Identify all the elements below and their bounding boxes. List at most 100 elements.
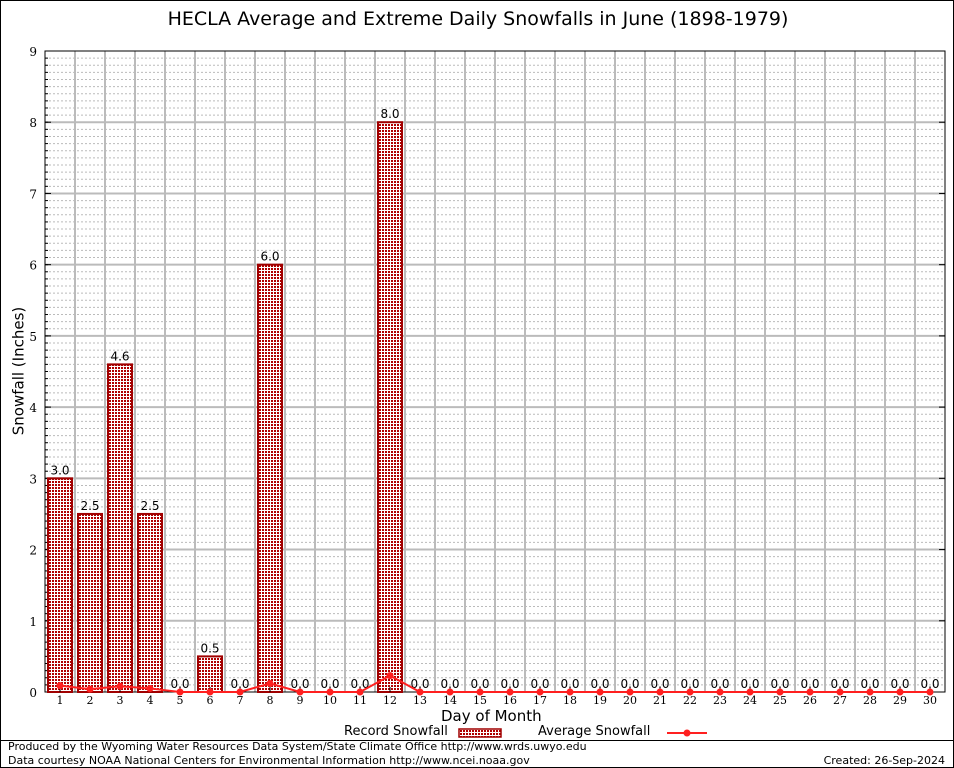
bar-data-label: 0.0 [590,677,609,691]
bar-record-day-6 [197,655,223,694]
y-axis-label: Snowfall (Inches) [9,306,28,436]
bar-data-label: 0.0 [440,677,459,691]
y-tick-label: 3 [29,472,37,486]
y-tick-label: 1 [29,615,37,629]
x-tick-label: 22 [683,694,697,707]
average-point-day-29 [896,688,904,696]
x-tick-label: 4 [147,694,154,707]
bar-data-label: 0.0 [230,677,249,691]
footer-data-courtesy: Data courtesy NOAA National Centers for … [8,754,530,767]
x-tick-label: 1 [57,694,64,707]
average-point-day-4 [146,684,154,692]
x-tick-label: 9 [297,694,304,707]
bar-data-label: 0.0 [320,677,339,691]
average-point-day-3 [116,682,124,690]
x-tick-label: 14 [443,694,457,707]
y-tick-label: 8 [29,116,37,130]
bar-data-label: 0.0 [650,677,669,691]
footer-created-date: Created: 26-Sep-2024 [823,754,945,767]
x-tick-label: 18 [563,694,577,707]
x-tick-label: 26 [803,694,817,707]
bar-record-day-3 [107,363,133,693]
chart-title: HECLA Average and Extreme Daily Snowfall… [167,8,789,30]
average-point-day-16 [506,688,514,696]
x-tick-label: 3 [117,694,124,707]
average-point-day-19 [596,688,604,696]
x-tick-label: 11 [353,694,367,707]
bar-data-label: 0.0 [500,677,519,691]
bar-record-day-2 [77,512,103,694]
average-point-day-7 [236,688,244,696]
x-tick-label: 8 [267,694,274,707]
bar-data-label: 8.0 [380,107,399,121]
x-tick-label: 24 [743,694,757,707]
bar-data-label: 0.0 [470,677,489,691]
x-tick-label: 12 [383,694,397,707]
bar-data-label: 0.0 [170,677,189,691]
average-point-day-6 [206,688,214,696]
x-axis-label: Day of Month [441,707,542,725]
x-tick-label: 10 [323,694,337,707]
average-point-day-27 [836,688,844,696]
bar-data-label: 0.0 [920,677,939,691]
legend-record-label: Record Snowfall [344,724,448,739]
average-point-day-15 [476,688,484,696]
x-tick-label: 2 [87,694,94,707]
x-tick-label: 25 [773,694,787,707]
bar-data-label: 0.0 [410,677,429,691]
legend-average-marker [683,729,691,737]
average-line [59,674,930,693]
bar-data-label: 2.5 [140,499,159,513]
bar-data-label: 6.0 [260,250,279,264]
x-tick-label: 28 [863,694,877,707]
average-point-day-13 [416,688,424,696]
legend-record-swatch [458,728,502,738]
average-point-day-24 [746,688,754,696]
x-tick-label: 7 [237,694,244,707]
bar-data-label: 0.0 [740,677,759,691]
average-point-day-12 [386,672,394,680]
bar-record-day-12 [377,121,403,693]
legend-average-label: Average Snowfall [538,724,651,739]
average-point-day-2 [86,685,94,693]
average-point-day-10 [326,688,334,696]
y-tick-label: 0 [29,686,37,700]
x-tick-label: 23 [713,694,727,707]
bar-data-label: 0.0 [560,677,579,691]
x-tick-label: 15 [473,694,487,707]
x-tick-label: 20 [623,694,637,707]
y-tick-label: 2 [29,544,37,558]
bar-data-label: 0.0 [620,677,639,691]
bar-data-label: 0.0 [290,677,309,691]
bar-data-label: 3.0 [50,463,69,477]
bar-data-label: 2.5 [80,499,99,513]
average-point-day-20 [626,688,634,696]
bar-data-label: 0.0 [860,677,879,691]
bar-data-label: 0.0 [800,677,819,691]
y-tick-label: 9 [29,45,37,59]
average-point-day-11 [356,688,364,696]
bar-data-label: 0.0 [530,677,549,691]
y-tick-label: 7 [29,187,37,201]
bar-data-label: 0.0 [350,677,369,691]
y-tick-label: 6 [29,259,37,273]
bar-record-day-4 [137,512,163,694]
average-point-day-5 [176,688,184,696]
bar-record-day-8 [257,263,283,693]
y-tick-label: 4 [29,401,37,415]
average-point-day-25 [776,688,784,696]
x-tick-label: 29 [893,694,907,707]
average-point-day-30 [926,688,934,696]
bar-data-label: 0.0 [830,677,849,691]
x-tick-label: 17 [533,694,547,707]
x-tick-label: 5 [177,694,184,707]
footer-produced-by: Produced by the Wyoming Water Resources … [8,740,587,753]
average-point-day-23 [716,688,724,696]
x-tick-label: 16 [503,694,517,707]
bar-record-day-1 [47,477,73,694]
bar-data-label: 0.5 [200,641,219,655]
average-point-day-21 [656,688,664,696]
bar-data-label: 0.0 [770,677,789,691]
